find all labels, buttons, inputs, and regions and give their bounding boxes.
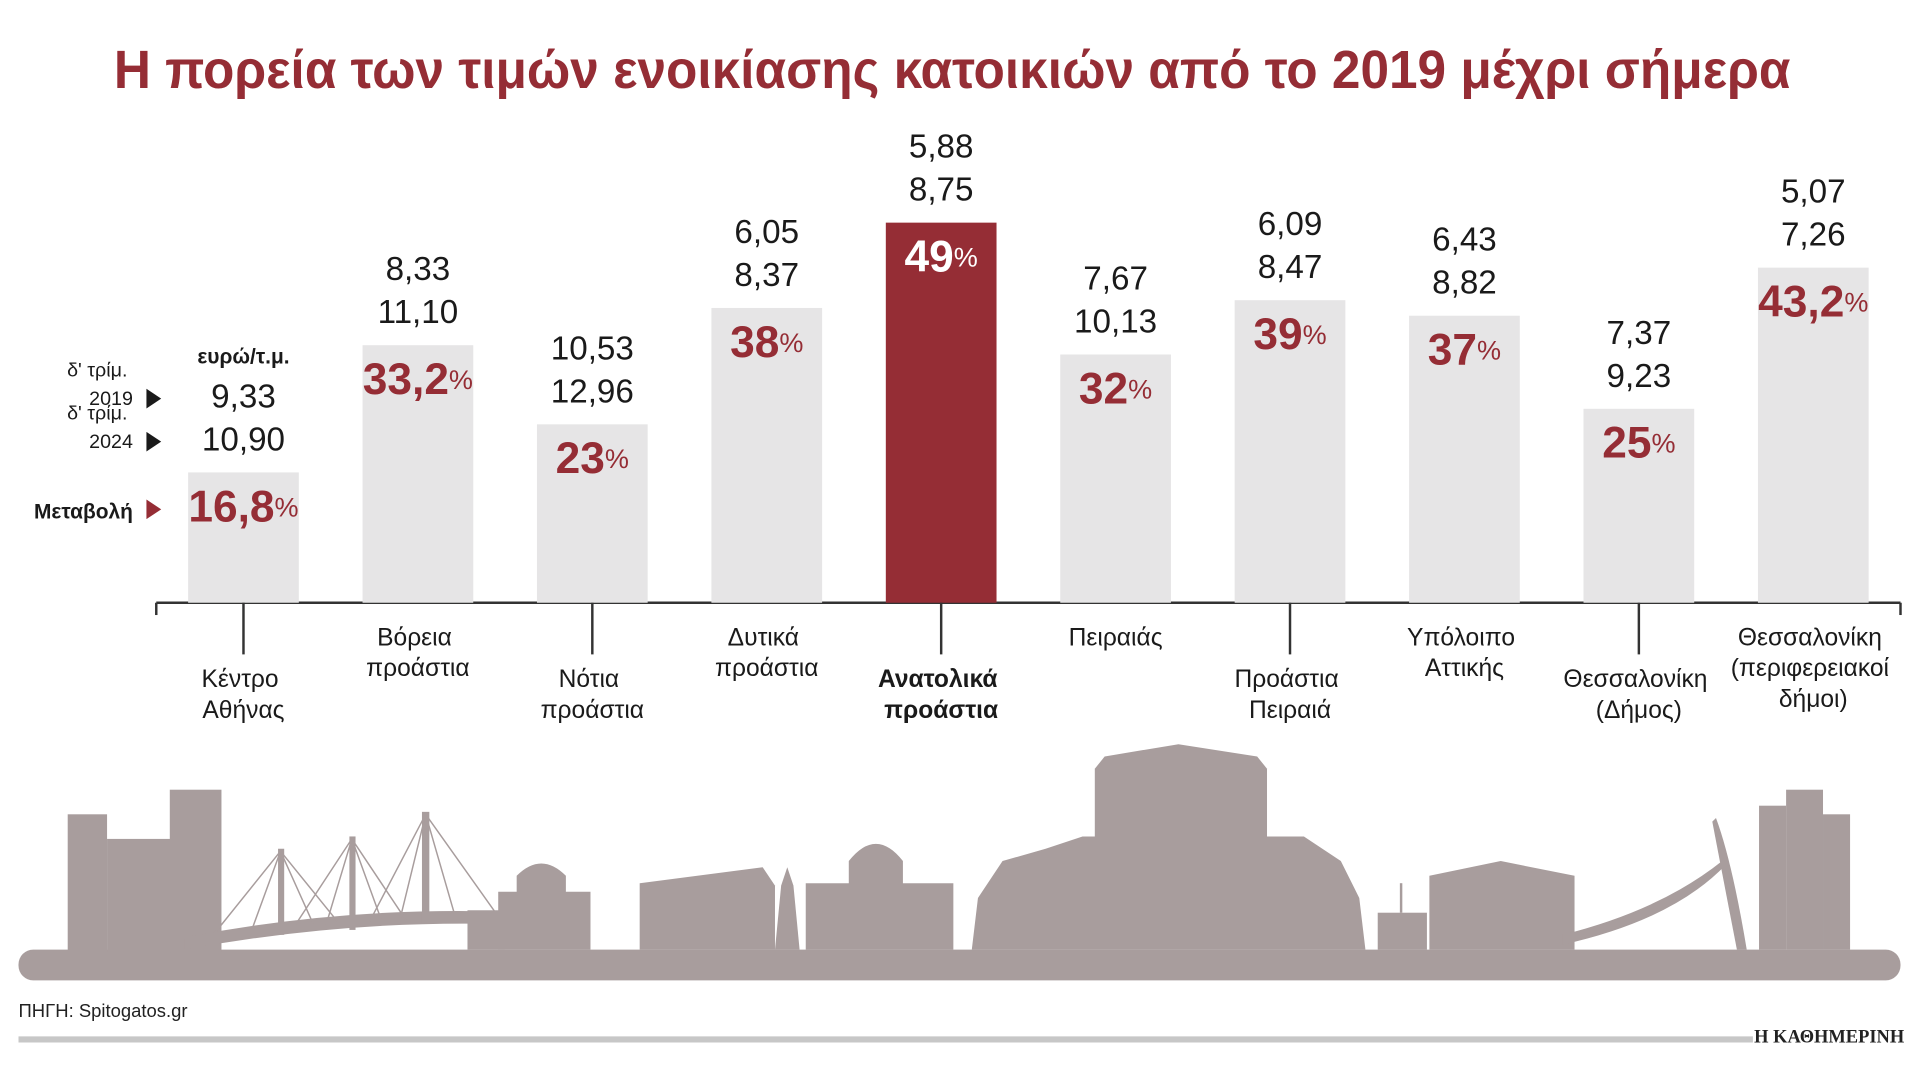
value-2019: 8,33 — [386, 251, 451, 288]
category-label: Θεσσαλονίκη (Δήμος) — [1563, 666, 1714, 724]
bar — [1234, 300, 1346, 603]
value-2019: 6,09 — [1258, 206, 1323, 243]
change-label: 39% — [1253, 310, 1326, 359]
value-2024: 11,10 — [378, 294, 459, 331]
bar — [1757, 267, 1869, 603]
value-2024: 10,90 — [202, 421, 285, 458]
category-label: Θεσσαλονίκη (περιφερειακοί δήμοι) — [1731, 624, 1896, 713]
legend-arrow — [146, 499, 162, 520]
value-2024: 7,26 — [1781, 217, 1846, 254]
value-2024: 10,13 — [1074, 304, 1157, 341]
category-label: Ανατολικά προάστια — [878, 666, 1004, 724]
legend-label: δ' τρίμ. 2019 — [67, 360, 133, 410]
value-2024: 9,23 — [1607, 358, 1672, 395]
value-2024: 8,47 — [1258, 249, 1323, 286]
value-2019: 6,43 — [1432, 222, 1497, 259]
bar — [1583, 408, 1695, 603]
category-label: Βόρεια προάστια — [366, 624, 469, 682]
change-label: 23% — [556, 434, 629, 483]
category-label: Κέντρο Αθήνας — [202, 666, 286, 724]
value-2019: 10,53 — [551, 330, 634, 367]
change-label: 38% — [730, 318, 803, 367]
legend-arrow — [146, 388, 162, 409]
category-label: Δυτικά προάστια — [715, 624, 818, 682]
category-label: Πειραιάς — [1069, 624, 1163, 651]
source: ΠΗΓΗ: Spitogatos.gr — [18, 1000, 187, 1021]
value-2019: 5,07 — [1781, 174, 1846, 211]
legend-label: Μεταβολή — [34, 501, 133, 524]
bar — [188, 472, 299, 603]
value-2019: 7,37 — [1607, 315, 1672, 352]
bar — [711, 307, 823, 603]
value-2024: 12,96 — [551, 373, 634, 410]
category-label: Νότια προάστια — [541, 666, 644, 724]
bar — [536, 424, 648, 603]
change-label: 16,8% — [188, 482, 298, 531]
value-2019: 7,67 — [1083, 260, 1148, 297]
value-2024: 8,75 — [909, 172, 974, 209]
change-label: 43,2% — [1758, 277, 1868, 326]
unit-label: ευρώ/τ.μ. — [197, 346, 289, 369]
value-2019: 9,33 — [211, 378, 276, 415]
legend-label: δ' τρίμ. 2024 — [67, 403, 133, 453]
category-label: Υπόλοιπο Αττικής — [1407, 624, 1522, 682]
bar — [885, 222, 997, 603]
bar — [1409, 315, 1520, 603]
bar — [362, 345, 474, 603]
legend-arrow — [146, 431, 162, 452]
value-2024: 8,82 — [1432, 265, 1497, 302]
skyline — [18, 744, 1901, 981]
chart-title: Η πορεία των τιμών ενοικίασης κατοικιών … — [114, 40, 1791, 100]
change-label: 25% — [1602, 418, 1675, 467]
change-label: 33,2% — [363, 355, 473, 404]
value-2019: 6,05 — [734, 214, 799, 251]
change-label: 37% — [1428, 325, 1501, 374]
publisher: Η ΚΑΘΗΜΕΡΙΝΗ — [1754, 1026, 1905, 1046]
value-2024: 8,37 — [734, 257, 799, 294]
change-label: 32% — [1079, 364, 1152, 413]
value-2019: 5,88 — [909, 129, 974, 166]
category-label: Προάστια Πειραιά — [1234, 666, 1345, 724]
change-label: 49% — [905, 232, 978, 281]
bar — [1060, 354, 1171, 603]
